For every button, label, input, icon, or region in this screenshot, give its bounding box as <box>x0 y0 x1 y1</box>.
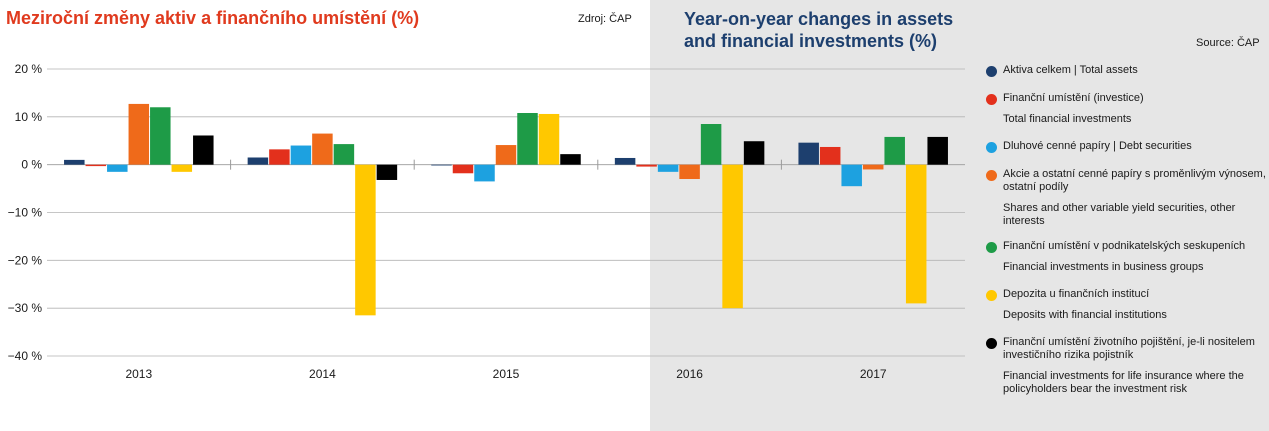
y-tick-label: −20 % <box>8 253 43 267</box>
bar <box>355 164 376 316</box>
legend-marker-icon <box>986 142 997 153</box>
x-tick-label: 2016 <box>676 367 703 381</box>
source-english: Source: ČAP <box>1196 37 1260 49</box>
legend-label-english: Financial investments in business groups <box>1003 261 1204 273</box>
bar <box>679 164 700 180</box>
y-tick-label: −40 % <box>8 349 43 363</box>
y-tick-label: 20 % <box>15 62 43 76</box>
bar <box>927 136 948 165</box>
legend-label-czech: Aktiva celkem | Total assets <box>1003 64 1138 76</box>
x-tick-label: 2014 <box>309 367 336 381</box>
bar <box>128 103 150 165</box>
bar <box>376 164 398 180</box>
bar <box>171 164 193 172</box>
legend-marker-icon <box>986 338 997 349</box>
legend-label-english: Shares and other variable yield securiti… <box>1003 202 1236 227</box>
legend-label-czech: Finanční umístění životního pojištění, j… <box>1003 336 1255 361</box>
y-tick-label: −30 % <box>8 301 43 315</box>
bar <box>247 157 269 165</box>
bar <box>905 164 927 304</box>
bar <box>495 145 517 165</box>
legend-marker-icon <box>986 242 997 253</box>
x-tick-label: 2015 <box>493 367 520 381</box>
bar <box>743 141 765 165</box>
bar <box>333 144 355 165</box>
bar <box>193 135 214 165</box>
bar <box>431 164 452 166</box>
bar <box>290 145 312 165</box>
bar <box>452 164 474 174</box>
bar <box>700 124 722 165</box>
source-czech: Zdroj: ČAP <box>578 13 632 25</box>
bar <box>636 164 657 167</box>
legend-marker-icon <box>986 170 997 181</box>
bar-chart: 20 % 10 % 0 % −10 % −20 % −30 % −40 % 2013 2014 2… <box>8 62 965 381</box>
chart-title-english: Year-on-year changes in assets and finan… <box>684 9 954 51</box>
bar <box>517 113 538 165</box>
bar <box>722 164 743 309</box>
legend-marker-icon <box>986 94 997 105</box>
bar <box>474 164 495 182</box>
legend-label-english: Deposits with financial institutions <box>1003 309 1167 321</box>
bar <box>64 159 85 165</box>
legend-label-english: Financial investments for life insurance… <box>1003 370 1244 395</box>
bar <box>107 164 128 172</box>
legend-label-czech: Dluhové cenné papíry | Debt securities <box>1003 140 1192 152</box>
bar <box>862 164 884 170</box>
bar <box>85 164 107 167</box>
x-tick-label: 2017 <box>860 367 887 381</box>
y-tick-label: 0 % <box>21 158 42 172</box>
x-tick-label: 2013 <box>125 367 152 381</box>
legend-marker-icon <box>986 290 997 301</box>
bar <box>560 154 581 165</box>
legend-marker-icon <box>986 66 997 77</box>
english-panel-background <box>650 0 1269 431</box>
bar <box>614 157 636 165</box>
bar <box>819 146 841 165</box>
legend-label-czech: Finanční umístění (investice) <box>1003 92 1144 104</box>
chart-title-czech: Meziroční změny aktiv a finančního umíst… <box>6 8 420 28</box>
bar <box>884 136 905 165</box>
legend-label-czech: Finanční umístění v podnikatelských sesk… <box>1003 240 1246 252</box>
bar <box>269 149 290 165</box>
bar <box>798 142 819 165</box>
bar <box>841 164 862 187</box>
bar <box>538 113 560 165</box>
legend-label-czech: Akcie a ostatní cenné papíry s proměnliv… <box>1003 168 1266 193</box>
bar <box>150 107 171 165</box>
legend-label-english: Total financial investments <box>1003 113 1132 125</box>
y-tick-label: −10 % <box>8 206 43 220</box>
legend-label-czech: Depozita u finančních institucí <box>1003 288 1150 300</box>
bar <box>312 133 333 165</box>
y-tick-label: 10 % <box>15 110 43 124</box>
bar <box>657 164 679 172</box>
